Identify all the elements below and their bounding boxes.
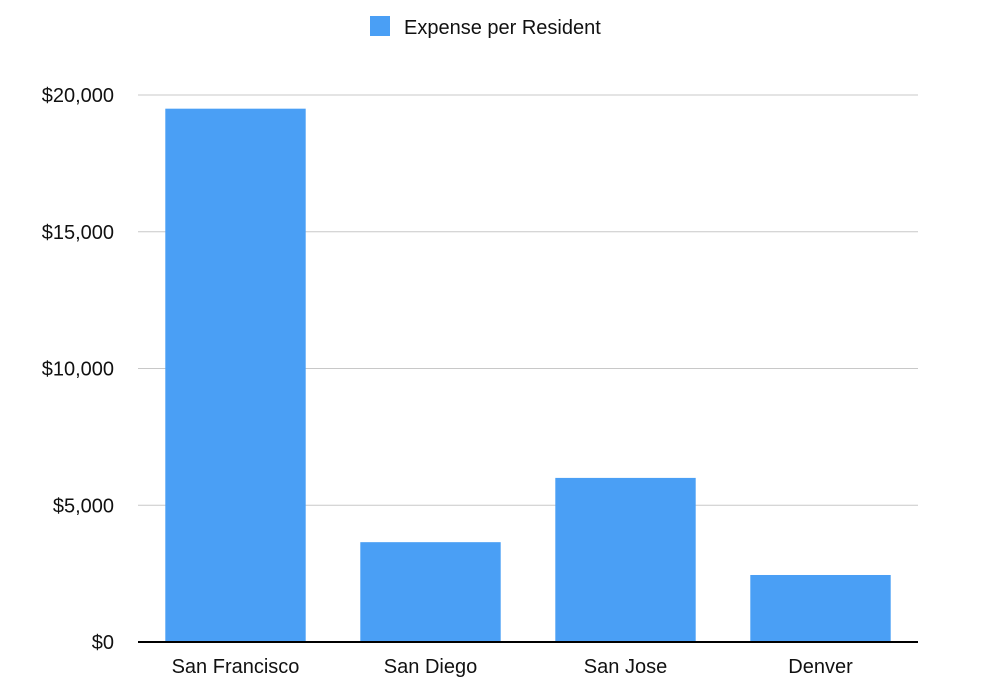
y-tick-label: $20,000 xyxy=(42,85,114,107)
x-tick-label: San Diego xyxy=(384,656,477,678)
x-axis: San Francisco San Diego San Jose Denver xyxy=(138,641,918,678)
x-tick-label: San Jose xyxy=(584,656,667,678)
bar xyxy=(555,477,696,642)
legend-label: Expense per Resident xyxy=(404,17,601,39)
y-tick-label: $5,000 xyxy=(53,495,114,517)
bar xyxy=(750,574,891,642)
y-axis: $0 $5,000 $10,000 $15,000 $20,000 xyxy=(42,85,114,654)
bars xyxy=(165,108,891,643)
x-tick-label: Denver xyxy=(788,656,853,678)
bar xyxy=(360,542,501,642)
y-tick-label: $15,000 xyxy=(42,222,114,244)
y-tick-label: $10,000 xyxy=(42,359,114,381)
y-tick-label: $0 xyxy=(92,632,114,654)
legend: Expense per Resident xyxy=(370,16,601,39)
bar xyxy=(165,108,306,643)
x-tick-label: San Francisco xyxy=(172,656,300,678)
legend-swatch xyxy=(370,16,390,36)
